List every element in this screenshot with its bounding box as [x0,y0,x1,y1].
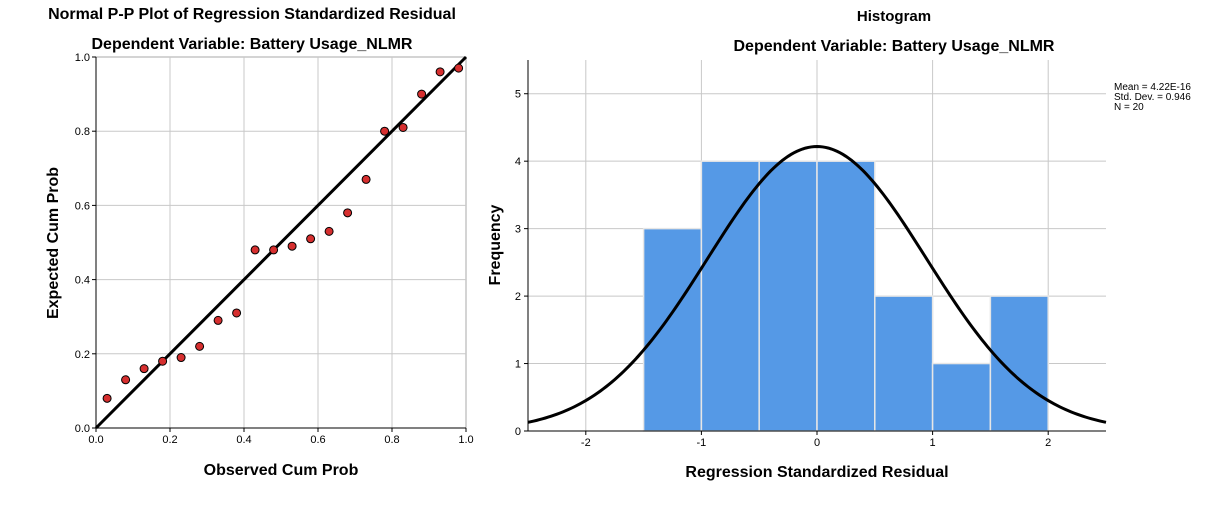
pp-point [325,227,333,235]
hist-bar [933,364,991,431]
pp-point [381,127,389,135]
pp-xlabel: Observed Cum Prob [204,462,359,479]
pp-point [214,316,222,324]
pp-point [436,68,444,76]
pp-point [251,246,259,254]
hist-xtick-label: 2 [1045,437,1051,449]
hist-ytick-label: 5 [515,89,521,101]
hist-bar [701,161,759,431]
pp-point [418,90,426,98]
pp-subtitle: Dependent Variable: Battery Usage_NLMR [92,36,413,53]
hist-ytick-label: 2 [515,291,521,303]
hist-bar [875,296,933,431]
pp-point [270,246,278,254]
pp-point [103,394,111,402]
hist-ytick-label: 4 [515,156,521,168]
pp-point [196,342,204,350]
hist-ylabel: Frequency [487,204,504,285]
pp-point [140,365,148,373]
pp-ytick-label: 0.4 [75,275,90,287]
hist-ytick-label: 1 [515,359,521,371]
pp-ytick-label: 0.0 [75,423,90,435]
pp-point [122,376,130,384]
pp-point [233,309,241,317]
pp-ytick-label: 0.6 [75,200,90,212]
pp-point [159,357,167,365]
hist-xtick-label: -2 [581,437,591,449]
hist-plot: -2 -1 0 1 2 0 1 2 3 4 5 [515,60,1106,449]
pp-point [362,175,370,183]
pp-xtick-label: 0.4 [236,434,251,446]
pp-ytick-label: 0.2 [75,349,90,361]
hist-bar [759,161,817,431]
hist-title: Histogram [857,8,931,25]
pp-point [307,235,315,243]
hist-bar [644,229,702,431]
hist-xtick-label: -1 [697,437,707,449]
pp-plot: 0.0 0.2 0.4 0.6 0.8 1.0 0.0 0.2 0.4 0.6 0.8 1.0 [75,52,474,446]
pp-xtick-label: 0.2 [162,434,177,446]
pp-xtick-label: 0.8 [384,434,399,446]
hist-xtick-label: 1 [930,437,936,449]
hist-ytick-label: 3 [515,224,521,236]
pp-ylabel: Expected Cum Prob [45,167,62,319]
hist-bar [817,161,875,431]
hist-xtick-label: 0 [814,437,820,449]
pp-ytick-label: 0.8 [75,126,90,138]
pp-title: Normal P-P Plot of Regression Standardiz… [48,6,456,23]
hist-subtitle: Dependent Variable: Battery Usage_NLMR [734,38,1055,55]
hist-ytick-label: 0 [515,426,521,438]
hist-xlabel: Regression Standardized Residual [685,464,948,481]
pp-point [455,64,463,72]
pp-point [288,242,296,250]
pp-ytick-label: 1.0 [75,52,90,64]
pp-point [177,354,185,362]
hist-bar [990,296,1048,431]
hist-stat-n: N = 20 [1114,102,1144,113]
pp-point [344,209,352,217]
pp-xtick-label: 0.6 [310,434,325,446]
pp-point [399,123,407,131]
pp-xtick-label: 0.0 [88,434,103,446]
pp-xtick-label: 1.0 [458,434,473,446]
